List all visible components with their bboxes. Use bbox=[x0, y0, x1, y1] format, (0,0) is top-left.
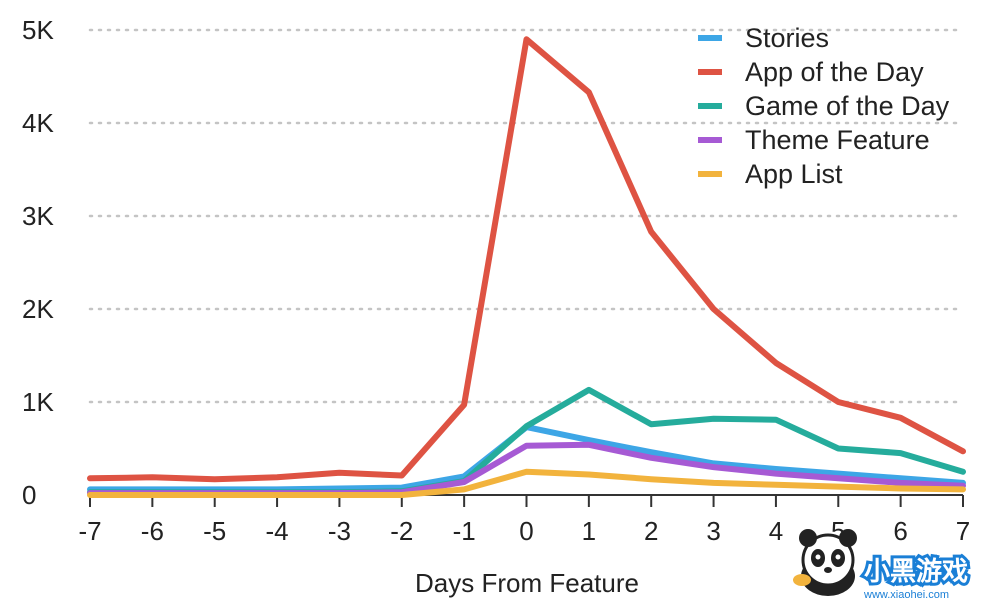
x-tick-label: -7 bbox=[78, 516, 101, 546]
x-tick-label: -3 bbox=[328, 516, 351, 546]
watermark-logo: 小黑游戏 www.xiaohei.com bbox=[793, 529, 971, 601]
series-line bbox=[87, 36, 966, 483]
x-tick-label: 4 bbox=[769, 516, 783, 546]
x-tick-label: -4 bbox=[266, 516, 289, 546]
panda-mascot-icon bbox=[793, 529, 857, 596]
y-tick-label: 3K bbox=[22, 201, 54, 231]
x-axis-label: Days From Feature bbox=[415, 568, 639, 598]
y-tick-label: 5K bbox=[22, 15, 54, 45]
x-tick-label: -6 bbox=[141, 516, 164, 546]
x-tick-label: -5 bbox=[203, 516, 226, 546]
y-tick-label: 0 bbox=[22, 480, 36, 510]
y-tick-label: 1K bbox=[22, 387, 54, 417]
legend-entry: App List bbox=[745, 159, 843, 189]
x-axis: -7 -6 -5 -4 -3 -2 -1 0 1 2 3 4 5 6 7 bbox=[78, 494, 970, 546]
legend: Stories App of the Day Game of the Day Them… bbox=[698, 23, 950, 189]
watermark-brand-text: 小黑游戏 bbox=[864, 557, 968, 587]
legend-entry: Theme Feature bbox=[745, 125, 930, 155]
legend-entry: Stories bbox=[745, 23, 829, 53]
watermark-url-text: www.xiaohei.com bbox=[863, 589, 949, 601]
x-tick-label: -2 bbox=[390, 516, 413, 546]
x-tick-label: 0 bbox=[519, 516, 533, 546]
legend-entry: App of the Day bbox=[745, 57, 924, 87]
x-tick-label: 2 bbox=[644, 516, 658, 546]
grid-lines bbox=[88, 28, 965, 404]
series-lines bbox=[87, 36, 966, 498]
y-axis-ticks: 0 1K 2K 3K 4K 5K bbox=[22, 15, 54, 510]
x-tick-label: 6 bbox=[893, 516, 907, 546]
series-line bbox=[87, 468, 966, 498]
y-tick-label: 2K bbox=[22, 294, 54, 324]
x-tick-label: 7 bbox=[956, 516, 970, 546]
legend-entry: Game of the Day bbox=[745, 91, 950, 121]
y-tick-label: 4K bbox=[22, 108, 54, 138]
x-tick-label: 3 bbox=[706, 516, 720, 546]
x-tick-label: 1 bbox=[582, 516, 596, 546]
x-tick-label: -1 bbox=[453, 516, 476, 546]
